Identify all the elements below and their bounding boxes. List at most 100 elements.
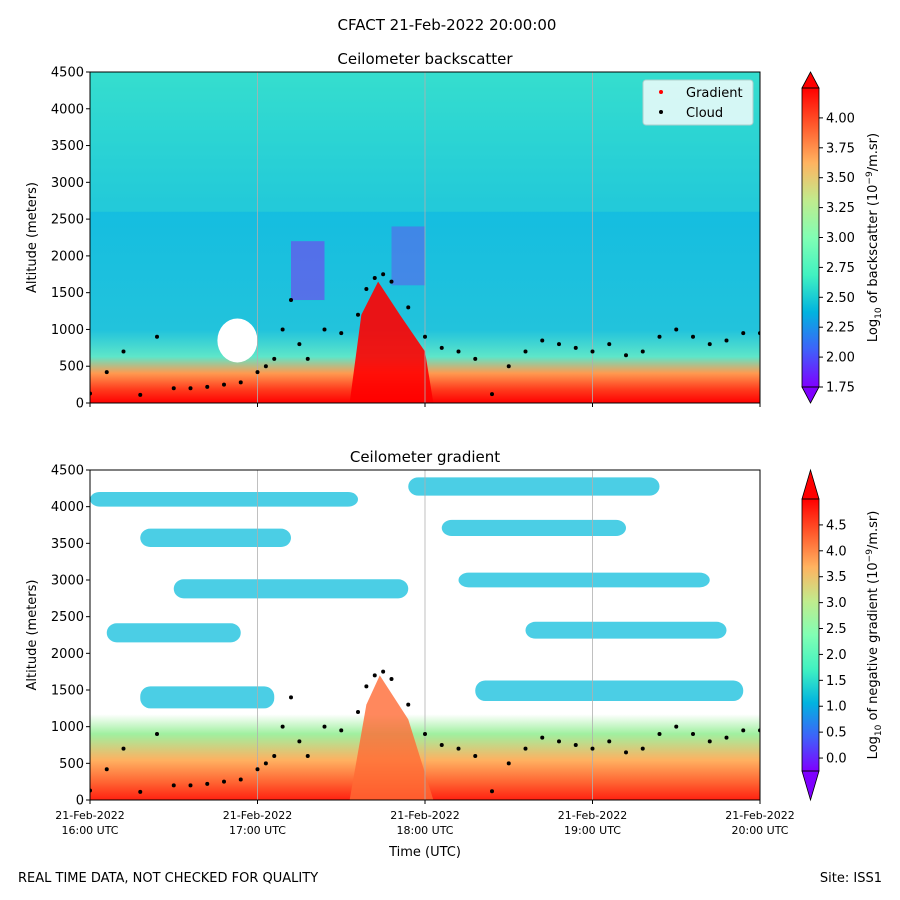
cloud-marker	[724, 338, 729, 343]
cloud-marker	[339, 331, 344, 336]
cloud-marker	[423, 334, 427, 339]
cloud-marker	[280, 724, 285, 729]
cloud-marker	[263, 364, 268, 369]
x-tick-label-time: 18:00 UTC	[396, 824, 453, 837]
y-tick-label: 2000	[51, 647, 84, 662]
cloud-marker	[657, 334, 662, 339]
colorbar-label-mid: of backscatter (10	[866, 185, 881, 308]
colorbar-tick-label: 2.50	[826, 291, 855, 306]
cloud-marker	[707, 739, 712, 744]
y-tick-label: 500	[59, 360, 84, 375]
colorbar-tick-label: 0.0	[826, 752, 847, 767]
cloud-marker	[155, 732, 159, 736]
cloud-marker	[490, 789, 494, 794]
cloud-marker	[171, 783, 176, 788]
colorbar-tick-label: 2.75	[826, 261, 855, 276]
y-tick-label: 2500	[51, 213, 84, 228]
footer-quality-note: REAL TIME DATA, NOT CHECKED FOR QUALITY	[18, 871, 318, 886]
gradient-band	[458, 572, 710, 588]
cloud-marker	[691, 334, 695, 339]
cloud-marker	[490, 392, 494, 397]
colorbar-label-suffix: /m.sr)	[866, 133, 881, 171]
cloud-marker	[297, 739, 302, 744]
cloud-marker	[557, 739, 561, 744]
y-tick-label: 3500	[51, 537, 84, 552]
cloud-marker	[590, 349, 595, 354]
gradient-band	[408, 477, 660, 496]
cloud-marker	[506, 364, 511, 369]
cloud-marker	[280, 327, 285, 332]
colorbar-tick-label: 4.5	[826, 518, 847, 533]
colorbar-tick-label: 2.5	[826, 622, 847, 637]
backscatter-panel: 0 500 1000 1500 2000 2500 3000 3500 4000 4500 Ceil…	[25, 50, 884, 412]
x-tick-label-time: 16:00 UTC	[61, 824, 118, 837]
cloud-marker	[506, 761, 511, 766]
colorbar-label-sub: 10	[874, 724, 884, 736]
panel-title: Ceilometer gradient	[350, 448, 500, 466]
colorbar-tick-label: 4.00	[826, 111, 855, 126]
cloud-marker	[104, 370, 109, 375]
cloud-marker	[205, 384, 210, 389]
cloud-marker	[171, 386, 176, 391]
x-tick-label-time: 17:00 UTC	[229, 824, 286, 837]
x-tick-label-date: 21-Feb-2022	[55, 809, 124, 822]
cloud-marker	[540, 735, 545, 740]
cloud-marker	[406, 702, 411, 707]
x-tick-label-date: 21-Feb-2022	[390, 809, 459, 822]
cloud-marker	[297, 342, 302, 347]
cloud-marker	[456, 349, 461, 354]
cloud-marker	[707, 342, 712, 347]
y-tick-label: 4000	[51, 102, 84, 117]
cloud-marker	[289, 298, 293, 303]
gradient-band	[106, 623, 241, 643]
legend-marker	[659, 110, 663, 114]
colorbar-frame	[801, 498, 820, 772]
low-signal-patch	[291, 241, 325, 301]
colorbar-extend-max	[801, 468, 820, 500]
cloud-marker	[222, 779, 226, 784]
colorbar-tick-label: 1.5	[826, 674, 847, 689]
gradient-band	[140, 686, 275, 709]
gradient-band	[475, 680, 744, 701]
y-tick-label: 3000	[51, 176, 84, 191]
colorbar-label: Log10 of backscatter (10−9/m.sr)	[865, 133, 884, 342]
colorbar-tick-label: 3.00	[826, 231, 855, 246]
colorbar-tick-label: 3.50	[826, 171, 855, 186]
cloud-marker	[423, 732, 427, 736]
y-tick-label: 1000	[51, 720, 84, 735]
cloud-marker	[272, 754, 277, 758]
colorbar-tick-label: 3.0	[826, 596, 847, 611]
y-tick-label: 0	[76, 397, 84, 412]
cloud-marker	[640, 349, 645, 354]
y-tick-label: 4000	[51, 500, 84, 515]
colorbar-label-mid: of negative gradient (10	[866, 562, 881, 724]
y-tick-label: 500	[59, 757, 84, 772]
colorbar-label-prefix: Log	[866, 736, 881, 759]
colorbar-extend-min	[801, 770, 820, 802]
cloud-marker	[121, 349, 126, 354]
legend: Gradient Cloud	[642, 79, 754, 126]
colorbar-label-sup: −9	[865, 549, 875, 563]
cloud-marker	[372, 673, 377, 678]
colorbar-tick-label: 1.0	[826, 700, 847, 715]
cloud-marker	[305, 754, 310, 758]
gradient-band	[90, 492, 358, 507]
cloud-marker	[372, 275, 377, 280]
colorbar-body	[802, 88, 819, 387]
cloud-marker	[406, 305, 411, 310]
x-tick-label-date: 21-Feb-2022	[223, 809, 292, 822]
aerosol-plume	[349, 675, 434, 800]
cloud-marker	[607, 739, 612, 744]
x-tick-label-time: 19:00 UTC	[564, 824, 621, 837]
colorbar: 1.75 2.00 2.25 2.50 2.75 3.00 3.25 3.50 3.75 4.00…	[801, 71, 884, 404]
cloud-marker	[691, 732, 695, 736]
colorbar-extend-max	[801, 71, 820, 89]
cloud-marker	[364, 286, 369, 291]
cloud-marker	[624, 353, 628, 358]
cloud-marker	[741, 331, 746, 336]
cloud-marker	[607, 342, 612, 347]
y-tick-label: 3000	[51, 574, 84, 589]
cloud-marker	[473, 356, 478, 361]
cloud-marker	[674, 724, 679, 729]
panel-title: Ceilometer backscatter	[337, 50, 513, 68]
